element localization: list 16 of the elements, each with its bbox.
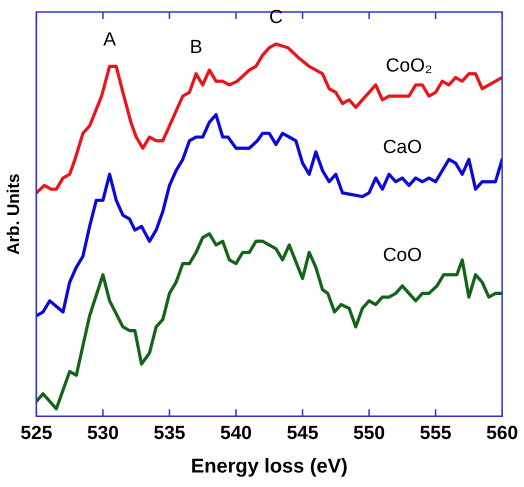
x-tick-label: 540	[220, 422, 252, 444]
series-label: CoO	[382, 245, 422, 266]
x-axis-title: Energy loss (eV)	[190, 456, 348, 478]
annotation: C	[269, 7, 283, 28]
x-tick-label: 555	[420, 422, 452, 444]
annotation: A	[103, 30, 116, 51]
series-label: CaO	[382, 137, 422, 158]
x-tick-label: 525	[20, 422, 53, 444]
x-tick-label: 545	[286, 422, 319, 444]
annotation: B	[190, 37, 202, 58]
x-tick-label: 550	[353, 422, 385, 444]
series-label: CoO₂	[386, 55, 432, 76]
x-tick-label: 535	[154, 422, 186, 444]
x-tick-label: 530	[87, 422, 119, 444]
x-tick-label: 560	[486, 422, 518, 444]
y-axis-title: Arb. Units	[4, 173, 23, 255]
